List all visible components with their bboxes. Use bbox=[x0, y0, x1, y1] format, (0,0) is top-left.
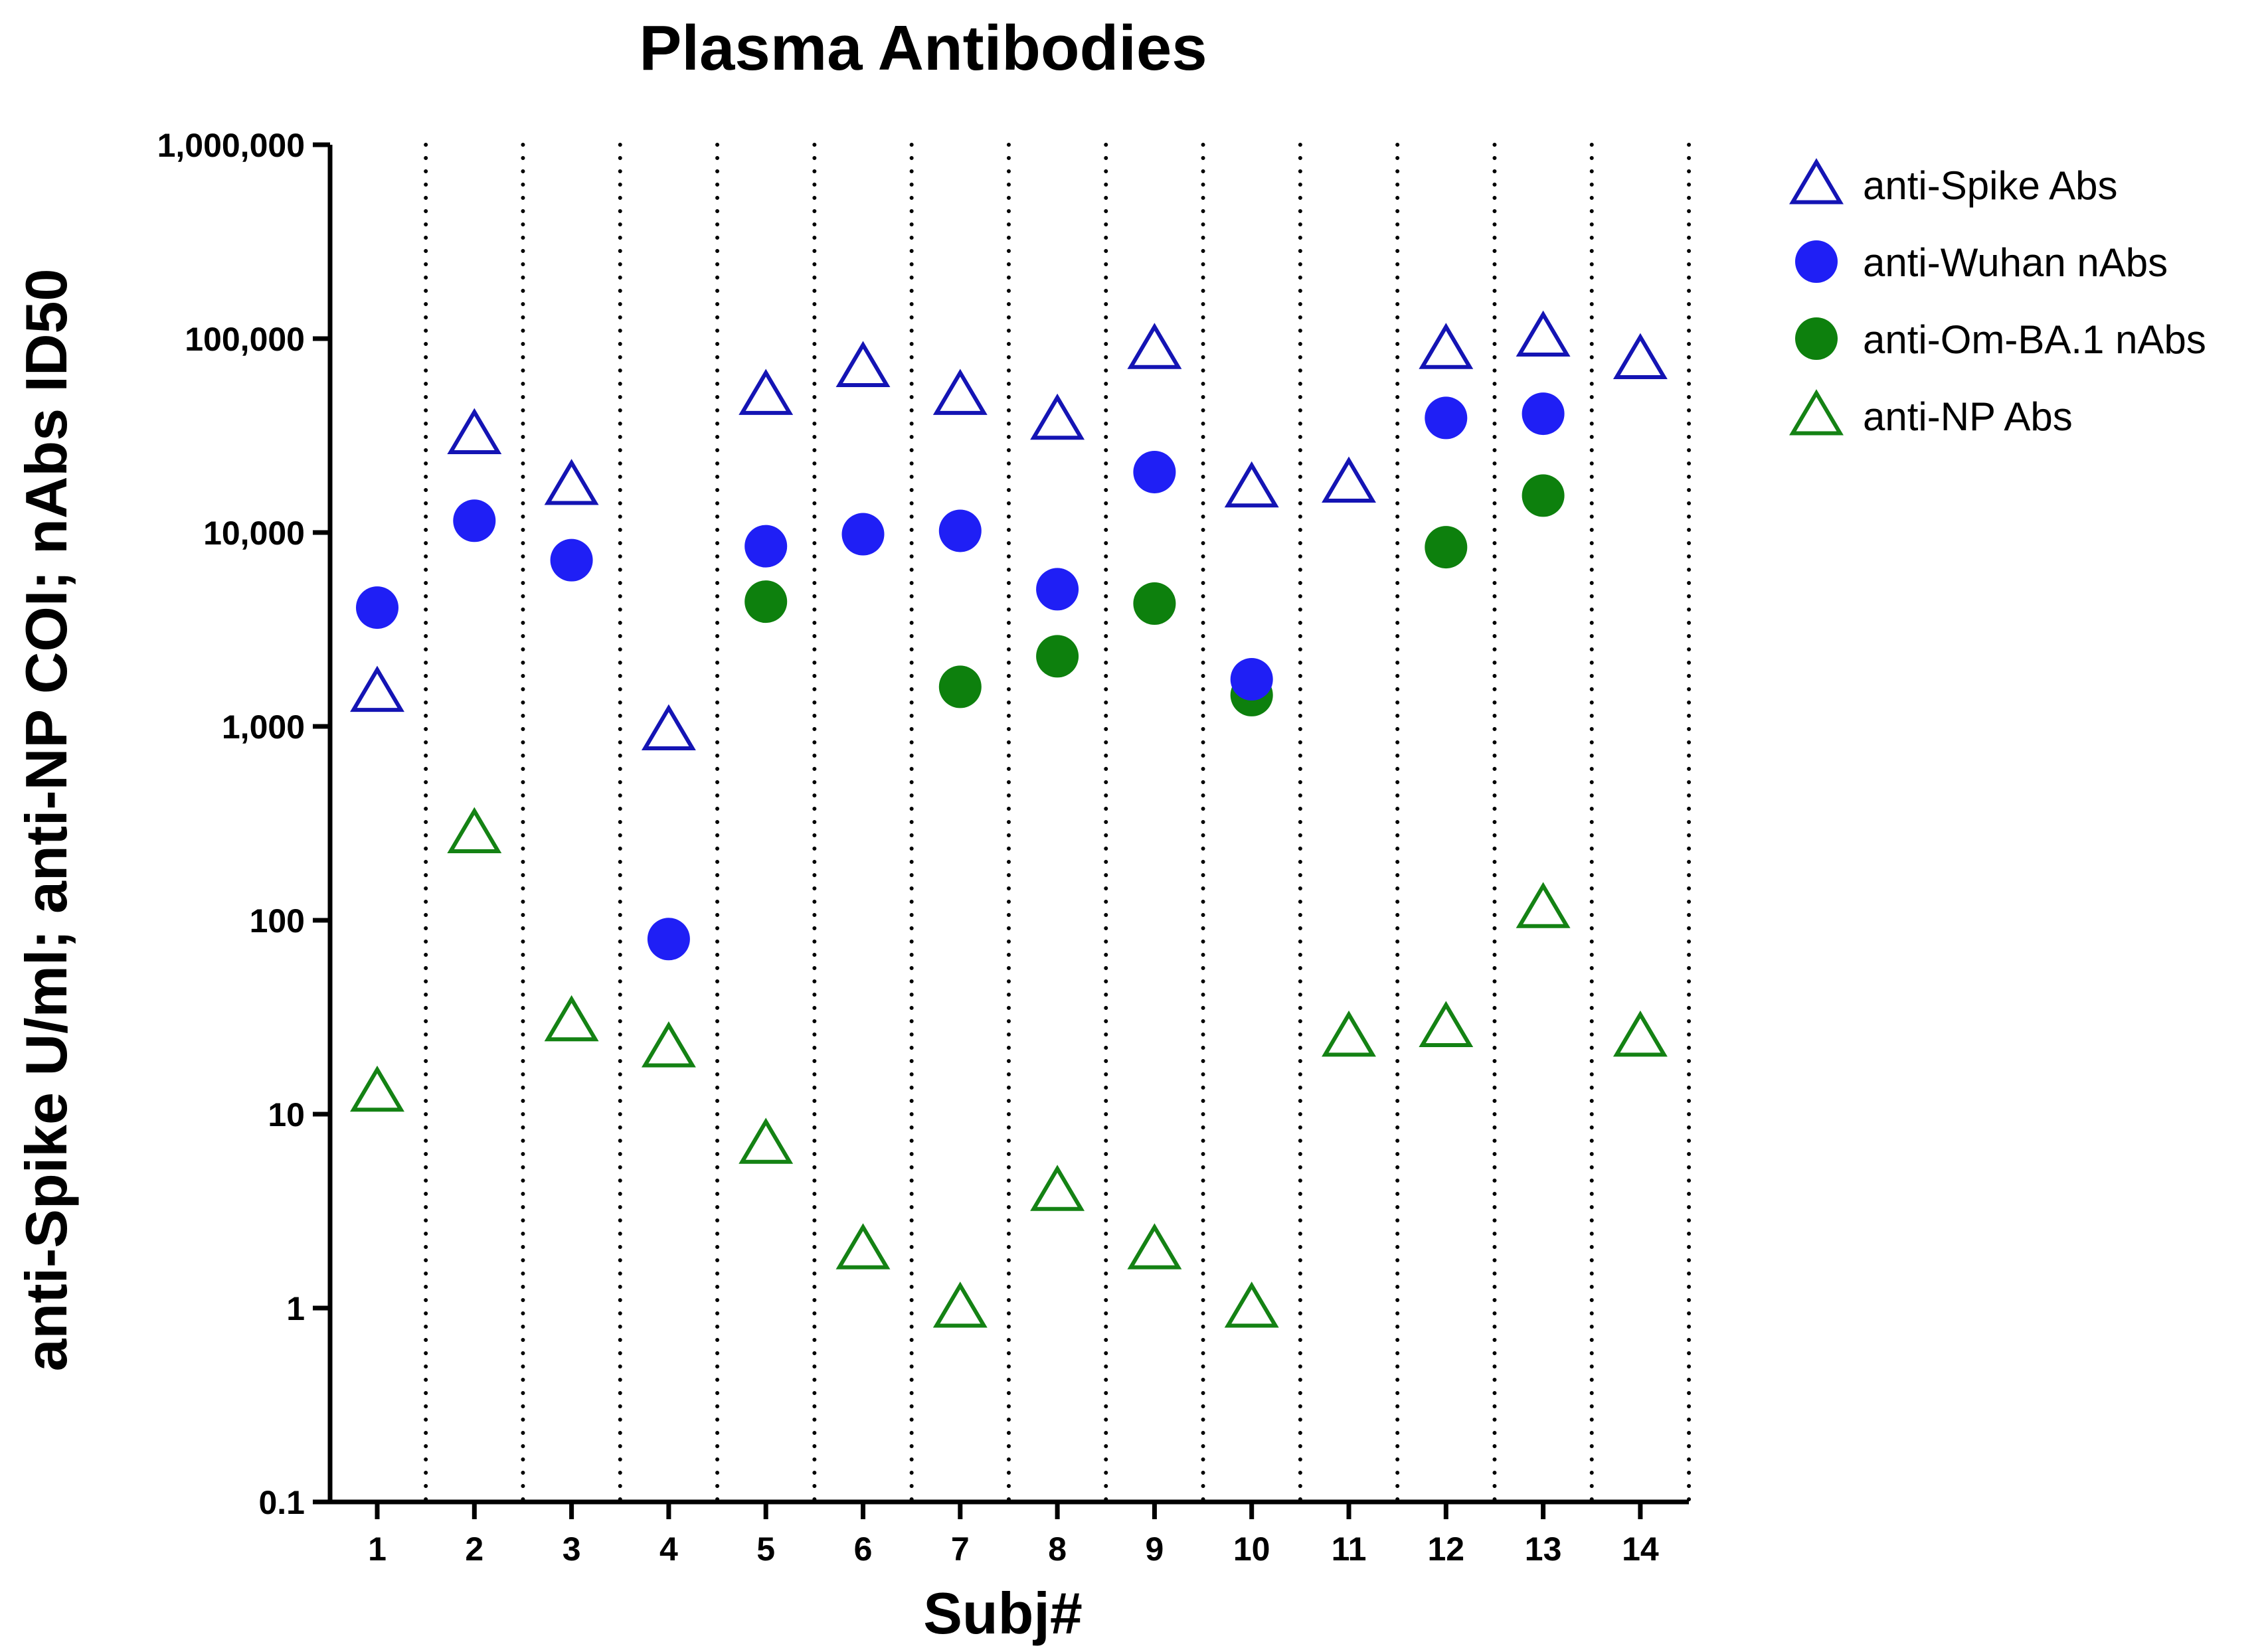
y-tick-label: 1,000,000 bbox=[157, 127, 305, 164]
point-anti-wuhan-nabs bbox=[1522, 392, 1565, 436]
legend-marker-anti-wuhan-nabs bbox=[1795, 240, 1838, 283]
point-anti-om-ba-1-nabs bbox=[1522, 474, 1565, 517]
y-tick-label: 0.1 bbox=[258, 1484, 305, 1521]
point-anti-wuhan-nabs bbox=[1230, 658, 1273, 701]
point-anti-om-ba-1-nabs bbox=[1133, 582, 1176, 625]
legend-label-anti-wuhan-nabs: anti-Wuhan nAbs bbox=[1863, 240, 2168, 285]
point-anti-np-abs bbox=[641, 1021, 696, 1068]
x-tick-label: 11 bbox=[1332, 1530, 1367, 1568]
point-anti-np-abs bbox=[835, 1223, 891, 1270]
point-anti-spike-abs bbox=[1322, 456, 1376, 503]
point-anti-spike-abs bbox=[1419, 323, 1474, 369]
x-tick-label: 6 bbox=[854, 1530, 873, 1568]
x-tick-label: 9 bbox=[1145, 1530, 1164, 1568]
legend-label-anti-spike-abs: anti-Spike Abs bbox=[1863, 163, 2118, 208]
y-axis-title: anti-Spike U/ml; anti-NP COI; nAbs ID50 bbox=[13, 269, 79, 1372]
y-tick-label: 100 bbox=[250, 902, 305, 940]
point-anti-spike-abs bbox=[1127, 323, 1182, 369]
x-tick-label: 5 bbox=[756, 1530, 775, 1568]
point-anti-spike-abs bbox=[1224, 461, 1279, 508]
point-anti-wuhan-nabs bbox=[744, 525, 788, 568]
point-anti-spike-abs bbox=[932, 369, 988, 415]
legend-marker-anti-om-ba-1-nabs bbox=[1795, 317, 1838, 360]
point-anti-wuhan-nabs bbox=[1036, 568, 1079, 611]
point-anti-wuhan-nabs bbox=[453, 499, 496, 542]
point-anti-spike-abs bbox=[1516, 310, 1571, 357]
point-anti-spike-abs bbox=[739, 369, 794, 415]
point-anti-om-ba-1-nabs bbox=[744, 580, 788, 623]
legend: anti-Spike Abs anti-Wuhan nAbs anti-Om-BA.… bbox=[1789, 158, 2206, 439]
x-tick-label: 10 bbox=[1233, 1530, 1270, 1568]
point-anti-np-abs bbox=[1419, 1001, 1474, 1047]
y-tick-label: 10,000 bbox=[203, 515, 305, 552]
x-tick-label: 12 bbox=[1427, 1530, 1464, 1568]
point-anti-wuhan-nabs bbox=[938, 509, 982, 552]
point-anti-wuhan-nabs bbox=[1133, 450, 1176, 493]
point-anti-np-abs bbox=[1224, 1281, 1279, 1328]
point-anti-spike-abs bbox=[1030, 393, 1085, 440]
x-axis-title: Subj# bbox=[923, 1580, 1083, 1646]
point-anti-om-ba-1-nabs bbox=[1425, 526, 1468, 569]
x-tick-label: 4 bbox=[659, 1530, 678, 1568]
x-tick-label: 2 bbox=[465, 1530, 483, 1568]
chart-title: Plasma Antibodies bbox=[639, 13, 1207, 84]
point-anti-spike-abs bbox=[350, 665, 404, 712]
point-anti-spike-abs bbox=[544, 459, 599, 505]
point-anti-wuhan-nabs bbox=[356, 586, 398, 629]
point-anti-spike-abs bbox=[641, 704, 696, 751]
y-tick-label: 100,000 bbox=[185, 321, 305, 358]
point-anti-np-abs bbox=[1612, 1010, 1668, 1057]
legend-label-anti-np-abs: anti-NP Abs bbox=[1863, 394, 2073, 439]
point-anti-spike-abs bbox=[1612, 333, 1668, 380]
point-anti-np-abs bbox=[1516, 882, 1571, 928]
y-tick-label: 10 bbox=[268, 1096, 305, 1133]
point-anti-np-abs bbox=[544, 995, 599, 1042]
point-anti-np-abs bbox=[1322, 1010, 1376, 1057]
x-tick-label: 1 bbox=[368, 1530, 387, 1568]
point-anti-spike-abs bbox=[835, 341, 891, 387]
x-tick-label: 14 bbox=[1622, 1530, 1659, 1568]
point-anti-np-abs bbox=[350, 1065, 404, 1112]
x-tick-label: 3 bbox=[563, 1530, 581, 1568]
point-anti-np-abs bbox=[1030, 1165, 1085, 1211]
point-anti-wuhan-nabs bbox=[1425, 396, 1468, 440]
point-anti-wuhan-nabs bbox=[647, 918, 690, 961]
legend-label-anti-om-ba-1-nabs: anti-Om-BA.1 nAbs bbox=[1863, 317, 2206, 362]
point-anti-om-ba-1-nabs bbox=[1036, 635, 1079, 678]
x-tick-label: 13 bbox=[1525, 1530, 1562, 1568]
point-anti-np-abs bbox=[739, 1117, 794, 1164]
y-tick-label: 1,000 bbox=[222, 708, 305, 746]
y-tick-label: 1 bbox=[286, 1290, 305, 1327]
point-anti-om-ba-1-nabs bbox=[938, 665, 982, 708]
point-anti-wuhan-nabs bbox=[841, 513, 885, 556]
point-anti-np-abs bbox=[932, 1281, 988, 1328]
point-anti-spike-abs bbox=[447, 408, 502, 455]
point-anti-np-abs bbox=[1127, 1223, 1182, 1270]
legend-marker-anti-spike-abs bbox=[1789, 158, 1844, 205]
point-anti-wuhan-nabs bbox=[550, 538, 593, 582]
x-tick-label: 8 bbox=[1048, 1530, 1067, 1568]
point-anti-np-abs bbox=[447, 807, 502, 853]
x-tick-label: 7 bbox=[951, 1530, 970, 1568]
legend-marker-anti-np-abs bbox=[1789, 389, 1844, 436]
